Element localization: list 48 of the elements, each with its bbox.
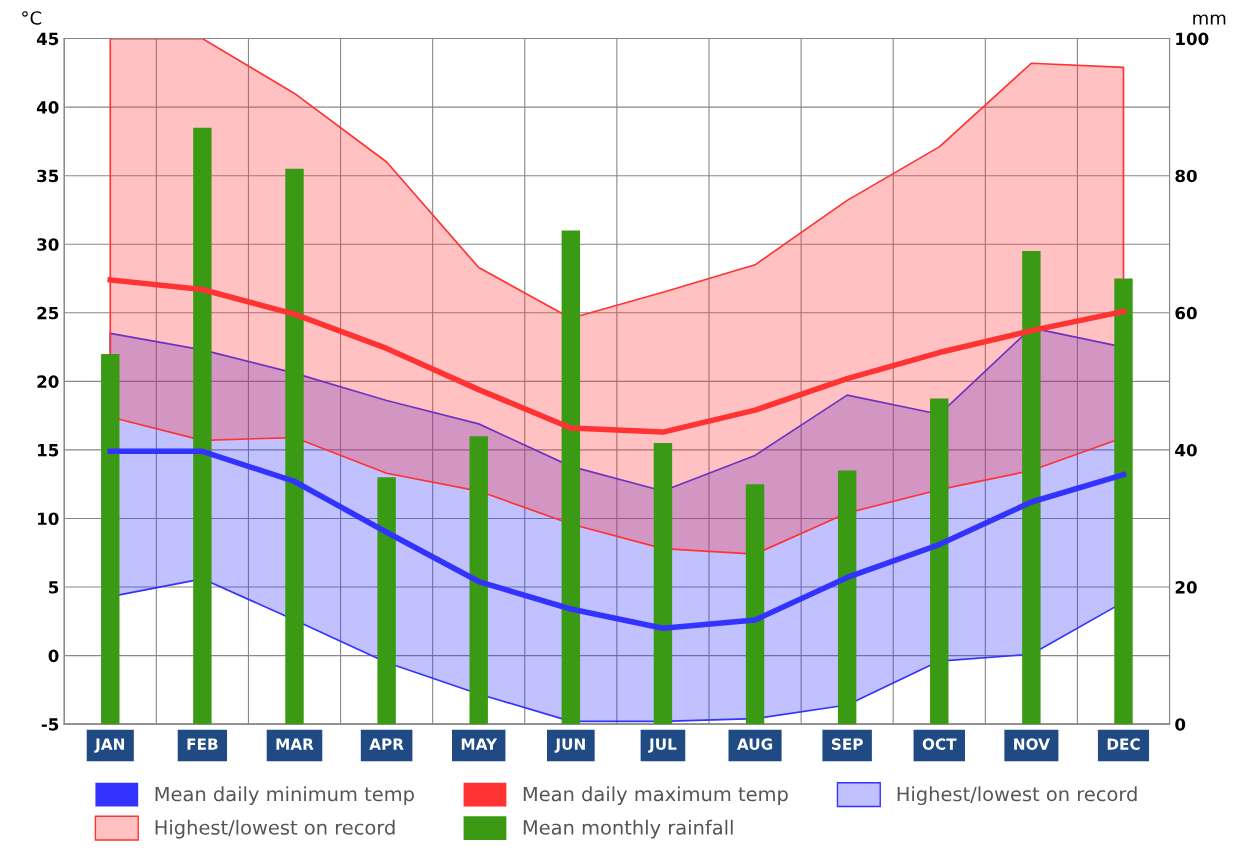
- bar: [1022, 251, 1041, 725]
- y2-tick-label: 40: [1175, 443, 1197, 457]
- y2-tick-label: 20: [1175, 581, 1197, 594]
- y2-tick-label: 0: [1175, 718, 1186, 731]
- y-tick-label: 25: [37, 306, 59, 320]
- bar: [377, 477, 396, 725]
- y-tick-label: 0: [48, 649, 59, 663]
- y-axis-title: °C: [22, 11, 42, 25]
- x-tick-label: JUN: [554, 738, 585, 753]
- y-tick-label: 45: [36, 32, 59, 46]
- x-tick-label: DEC: [1107, 738, 1140, 750]
- x-tick-label: SEP: [831, 738, 863, 750]
- bar: [745, 484, 765, 725]
- y2-tick-label: 100: [1176, 32, 1209, 46]
- x-tick-label: AUG: [736, 738, 773, 750]
- x-tick-label: OCT: [922, 738, 957, 750]
- y-tick-label: 10: [38, 512, 59, 526]
- bar: [469, 436, 488, 725]
- y2-axis-title: mm: [1193, 14, 1226, 25]
- y-tick-label: 40: [36, 101, 59, 114]
- x-tick-label: MAY: [461, 738, 498, 750]
- bar: [1114, 278, 1133, 725]
- y-tick-label: 15: [38, 444, 59, 457]
- x-tick-label: JUL: [648, 738, 677, 753]
- bar: [193, 127, 212, 725]
- x-tick-label: FEB: [187, 738, 218, 750]
- y2-tick-label: 60: [1175, 306, 1197, 320]
- bar: [653, 443, 673, 725]
- y-tick-label: -5: [41, 718, 59, 731]
- text: Highest/lowest on record: [897, 786, 1137, 806]
- bar: [285, 168, 304, 725]
- x-tick-label: NOV: [1014, 738, 1050, 750]
- legend-label: Mean monthly rainfall: [523, 819, 733, 839]
- y2-tick-label: 80: [1175, 169, 1197, 183]
- legend-label: Mean daily minimum temp: [155, 786, 414, 806]
- bar: [561, 230, 581, 725]
- bar: [101, 353, 120, 725]
- y-tick-label: 5: [49, 581, 59, 594]
- bar: [930, 398, 949, 725]
- x-tick-label: MAR: [276, 738, 314, 750]
- y-tick-label: 30: [37, 238, 59, 251]
- text: Highest/lowest on record: [155, 819, 395, 839]
- y-tick-label: 35: [37, 169, 59, 183]
- y-tick-label: 20: [37, 375, 59, 388]
- bar: [837, 470, 857, 725]
- legend-label: Mean daily maximum temp: [523, 786, 788, 806]
- x-tick-label: JAN: [94, 738, 125, 753]
- x-tick-label: APR: [369, 738, 404, 750]
